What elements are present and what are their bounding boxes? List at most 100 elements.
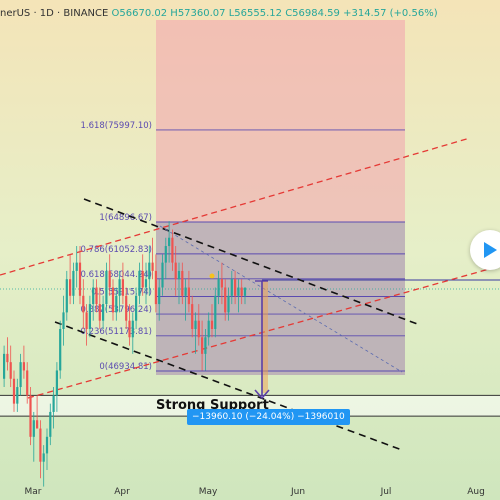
candle (82, 279, 85, 329)
candle (39, 420, 42, 479)
candle (187, 270, 190, 313)
change-value: +314.57 (+0.56%) (343, 8, 438, 19)
projection-line (159, 225, 403, 373)
measure-tool[interactable] (254, 280, 270, 400)
marker-dot (209, 273, 215, 279)
candle (184, 279, 187, 321)
candle (128, 304, 131, 346)
x-axis: Mar Apr May Jun Jul Aug (25, 487, 485, 497)
candle (154, 254, 157, 313)
fib-level-label: 0.236(51173.81) (80, 327, 152, 337)
fib-level-label: 0(46934.81) (99, 362, 152, 372)
candle (174, 246, 177, 296)
x-tick-label: Aug (467, 487, 485, 497)
candle (237, 279, 240, 313)
candle (6, 337, 9, 371)
x-tick-label: Mar (25, 487, 42, 497)
candle (55, 362, 58, 412)
candle (210, 304, 214, 338)
candle (217, 270, 220, 305)
candle (191, 295, 194, 338)
candle (181, 262, 184, 305)
candle (9, 345, 12, 388)
fib-level-label: 0.618(58044.24) (80, 270, 152, 280)
candle (115, 287, 118, 321)
candle (164, 237, 167, 280)
close-value: C56984.59 (285, 8, 340, 19)
fib-level-label: 0.786(61052.83) (80, 245, 152, 255)
play-button[interactable] (470, 230, 500, 270)
candle (135, 287, 138, 329)
candle (78, 246, 82, 305)
candle (201, 320, 204, 371)
candle (141, 254, 144, 296)
candle (177, 262, 181, 305)
candle (151, 237, 154, 280)
candle (16, 378, 19, 412)
candle (111, 279, 115, 321)
symbol-header: nerUS · 1D · BINANCE O56670.02 H57360.07… (0, 6, 438, 22)
candle (194, 312, 197, 354)
candle (12, 370, 16, 412)
candle (105, 262, 108, 313)
candle (158, 279, 161, 321)
candle (234, 270, 237, 305)
candle (92, 279, 95, 321)
candle (42, 445, 45, 487)
candle (224, 279, 227, 321)
candle (65, 270, 68, 321)
candle (102, 295, 105, 329)
candle (240, 279, 243, 305)
candle (26, 362, 29, 404)
candle (98, 287, 101, 329)
candle (32, 411, 35, 462)
candles (3, 221, 247, 487)
candle (144, 262, 148, 305)
x-tick-label: Jul (380, 487, 392, 497)
candle (220, 262, 223, 305)
candle (131, 312, 134, 354)
measure-label: −13960.10 (−24.04%) −1396010 (187, 409, 350, 425)
candle (197, 304, 200, 346)
candle (204, 328, 207, 371)
candle (148, 246, 151, 296)
candle (72, 262, 75, 305)
symbol-name[interactable]: nerUS · 1D · BINANCE (0, 8, 109, 19)
candle (22, 345, 25, 379)
fib-level-label: 1.618(75997.10) (80, 121, 152, 131)
low-value: L56555.12 (228, 8, 283, 19)
candle (125, 287, 128, 329)
candle (59, 320, 62, 379)
candle (108, 254, 111, 296)
candle (19, 353, 22, 396)
candle (171, 229, 174, 271)
candle (36, 395, 39, 429)
play-icon (484, 242, 497, 258)
candle (161, 254, 164, 296)
candle (45, 428, 49, 471)
open-value: O56670.02 (111, 8, 168, 19)
candle (49, 403, 52, 446)
fib-level-label: 0.5(55915.74) (91, 288, 152, 298)
candle (52, 387, 55, 429)
x-tick-label: Jun (290, 487, 305, 497)
candle (3, 345, 6, 388)
candle (168, 221, 171, 263)
x-tick-label: May (199, 487, 218, 497)
candle (227, 287, 230, 321)
candle (243, 287, 247, 305)
candle (95, 279, 98, 313)
candle (62, 295, 65, 346)
high-value: H57360.07 (170, 8, 226, 19)
candle (214, 287, 217, 338)
channel-up-upper (0, 137, 471, 276)
candle (121, 262, 124, 305)
candle (75, 246, 78, 288)
x-tick-label: Apr (114, 487, 130, 497)
candle (230, 270, 233, 305)
candle (118, 270, 121, 313)
candle (207, 312, 210, 346)
candle (88, 295, 91, 338)
candle (29, 387, 32, 446)
